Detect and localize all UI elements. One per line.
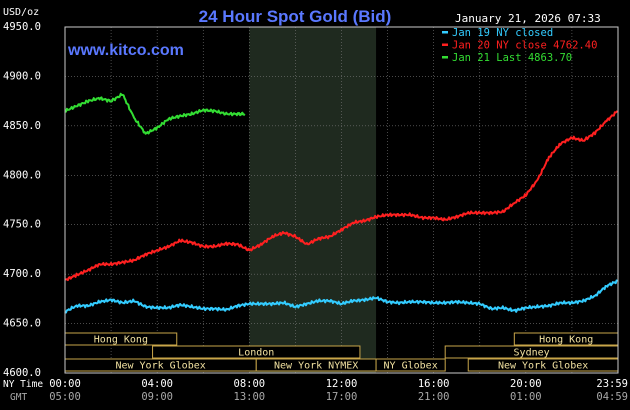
x-tick-label-ny: 04:00	[141, 378, 173, 390]
y-tick-label: 4800.0	[3, 169, 41, 181]
y-tick-label: 4750.0	[3, 219, 41, 231]
session-label: Hong Kong	[94, 335, 148, 346]
y-tick-label: 4950.0	[3, 21, 41, 33]
x-tick-label-gmt: 13:00	[234, 391, 266, 403]
x-tick-label-gmt: 05:00	[49, 391, 81, 403]
x-tick-label-gmt: 01:00	[510, 391, 542, 403]
y-axis: 4600.0 4650.0 4700.0 4750.0 4800.0 4850.0 4900…	[3, 21, 41, 379]
session-label: New York NYMEX	[274, 361, 358, 372]
legend-entry: Jan 19 NY closed	[452, 27, 553, 39]
series-line	[64, 279, 619, 314]
gmt-row-label: GMT	[10, 392, 27, 403]
x-tick-label-gmt: 21:00	[418, 391, 450, 403]
ny-time-row-label: NY Time	[3, 379, 43, 390]
x-tick-label-ny: 16:00	[418, 378, 450, 390]
session-label: New York Globex	[115, 361, 205, 372]
session-label: New York Globex	[498, 361, 588, 372]
chart-datetime: January 21, 2026 07:33	[455, 12, 601, 25]
chart-subtitle: www.kitco.com	[67, 42, 184, 59]
session-box	[152, 345, 361, 359]
x-tick-label-gmt: 04:59	[596, 391, 628, 403]
x-tick-label-gmt: 17:00	[326, 391, 358, 403]
x-tick-label-gmt: 09:00	[141, 391, 173, 403]
series-line	[64, 92, 246, 135]
legend-swatch	[442, 56, 448, 59]
y-axis-unit-label: USD/oz	[3, 7, 39, 18]
chart-title: 24 Hour Spot Gold (Bid)	[199, 7, 392, 26]
x-tick-label-ny: 12:00	[326, 378, 358, 390]
session-label: Hong Kong	[539, 335, 593, 346]
legend-entry: Jan 21 Last 4863.70	[452, 52, 572, 64]
x-tick-label-ny: 23:59	[596, 378, 628, 390]
x-tick-label-ny: 00:00	[49, 378, 81, 390]
trading-sessions: Hong Kong London New York Globex New York N…	[64, 332, 619, 372]
y-tick-label: 4650.0	[3, 318, 41, 330]
session-box	[375, 358, 446, 372]
y-tick-label: 4700.0	[3, 268, 41, 280]
legend-entry: Jan 20 NY close 4762.40	[452, 40, 597, 52]
session-label: Sydney	[514, 348, 550, 359]
legend-swatch	[442, 31, 448, 34]
y-tick-label: 4600.0	[3, 367, 41, 379]
y-tick-label: 4850.0	[3, 120, 41, 132]
series-lines	[64, 92, 619, 314]
legend-swatch	[442, 43, 448, 46]
plot-frame	[64, 26, 619, 374]
y-tick-label: 4900.0	[3, 70, 41, 82]
session-label: London	[238, 348, 274, 359]
series-line	[64, 110, 619, 282]
session-label: NY Globex	[384, 361, 438, 372]
x-tick-label-ny: 08:00	[234, 378, 266, 390]
nymex-session-shade	[249, 27, 377, 373]
x-tick-label-ny: 20:00	[510, 378, 542, 390]
